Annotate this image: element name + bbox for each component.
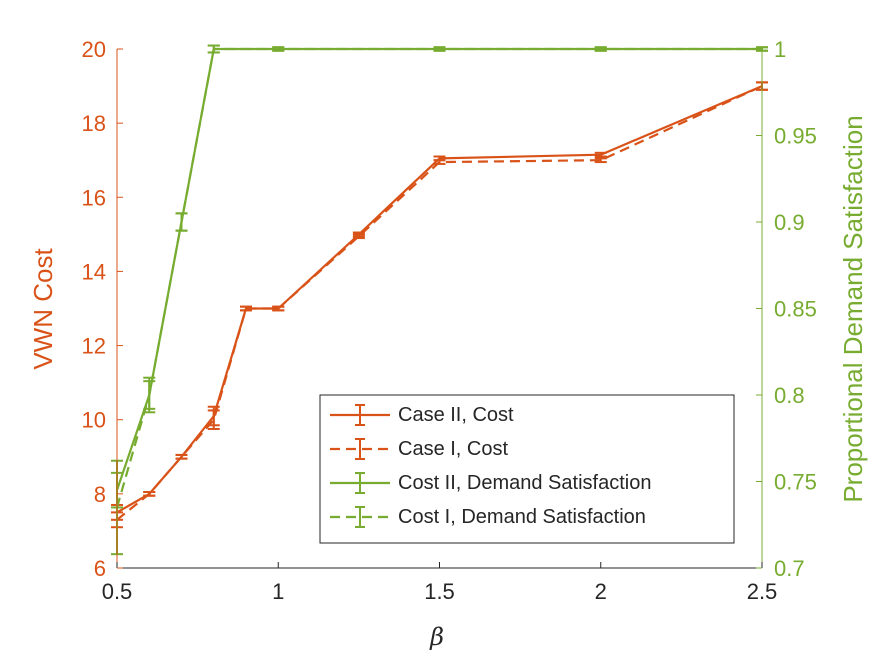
error-bar	[272, 305, 285, 312]
legend-swatch	[330, 438, 390, 460]
error-bar	[240, 305, 252, 312]
y-left-tick-label: 6	[94, 556, 106, 581]
y-left-tick-label: 18	[82, 111, 106, 136]
y-left-tick-label: 16	[82, 185, 106, 210]
error-bar	[272, 46, 285, 52]
y-right-tick-label: 0.75	[774, 470, 817, 495]
legend-label: Cost I, Demand Satisfaction	[398, 506, 646, 528]
legend-item-2: Cost II, Demand Satisfaction	[330, 472, 651, 494]
series-1	[111, 81, 768, 529]
y-right-tick-label: 1	[774, 37, 786, 62]
error-bar	[175, 212, 188, 232]
error-bar	[594, 46, 607, 52]
error-bar	[433, 159, 446, 165]
y-axis-left-label: VWN Cost	[28, 248, 58, 370]
y-left-tick-label: 10	[82, 408, 106, 433]
x-tick-label: 0.5	[102, 579, 133, 604]
x-tick-label: 2	[595, 579, 607, 604]
legend-swatch	[330, 506, 390, 528]
y-right-tick-label: 0.85	[774, 297, 817, 322]
error-bar	[352, 233, 365, 240]
legend-label: Case II, Cost	[398, 404, 514, 426]
x-tick-label: 2.5	[747, 579, 778, 604]
legend-item-1: Case I, Cost	[330, 438, 508, 460]
x-tick-label: 1	[272, 579, 284, 604]
error-bar	[594, 157, 607, 164]
legend-label: Case I, Cost	[398, 438, 508, 460]
y-left-tick-label: 8	[94, 482, 106, 507]
y-right-tick-label: 0.95	[774, 124, 817, 149]
y-left-tick-label: 14	[82, 259, 106, 284]
axes: 0.5 1 1.5 2 2.5 6 8 10 12 14 16 18 20 0.7 0.75 0.8 0.85 0…	[82, 37, 817, 604]
error-bar	[175, 453, 188, 460]
error-bar	[143, 376, 156, 414]
y-right-tick-label: 0.7	[774, 556, 805, 581]
error-bar	[433, 46, 446, 52]
legend-box	[319, 394, 735, 544]
legend-item-3: Cost I, Demand Satisfaction	[330, 506, 646, 528]
legend-item-0: Case II, Cost	[330, 404, 514, 426]
y-right-tick-label: 0.9	[774, 210, 805, 235]
error-bar	[143, 491, 156, 497]
error-bar	[207, 44, 220, 54]
error-bar	[207, 409, 220, 430]
legend-label: Cost II, Demand Satisfaction	[398, 472, 651, 494]
legend: Case II, Cost Case I, Cost Cost II, Dema…	[319, 394, 735, 544]
series-line	[116, 85, 763, 521]
x-tick-label: 1.5	[424, 579, 455, 604]
y-axis-right-label: Proportional Demand Satisfaction	[838, 115, 868, 502]
legend-swatch	[330, 472, 390, 494]
y-left-tick-label: 20	[82, 37, 106, 62]
y-right-tick-label: 0.8	[774, 383, 805, 408]
series-line	[115, 47, 762, 508]
error-bar	[594, 151, 607, 158]
legend-swatch	[330, 404, 390, 426]
y-left-tick-label: 12	[82, 334, 106, 359]
x-axis-label: β	[429, 623, 444, 651]
